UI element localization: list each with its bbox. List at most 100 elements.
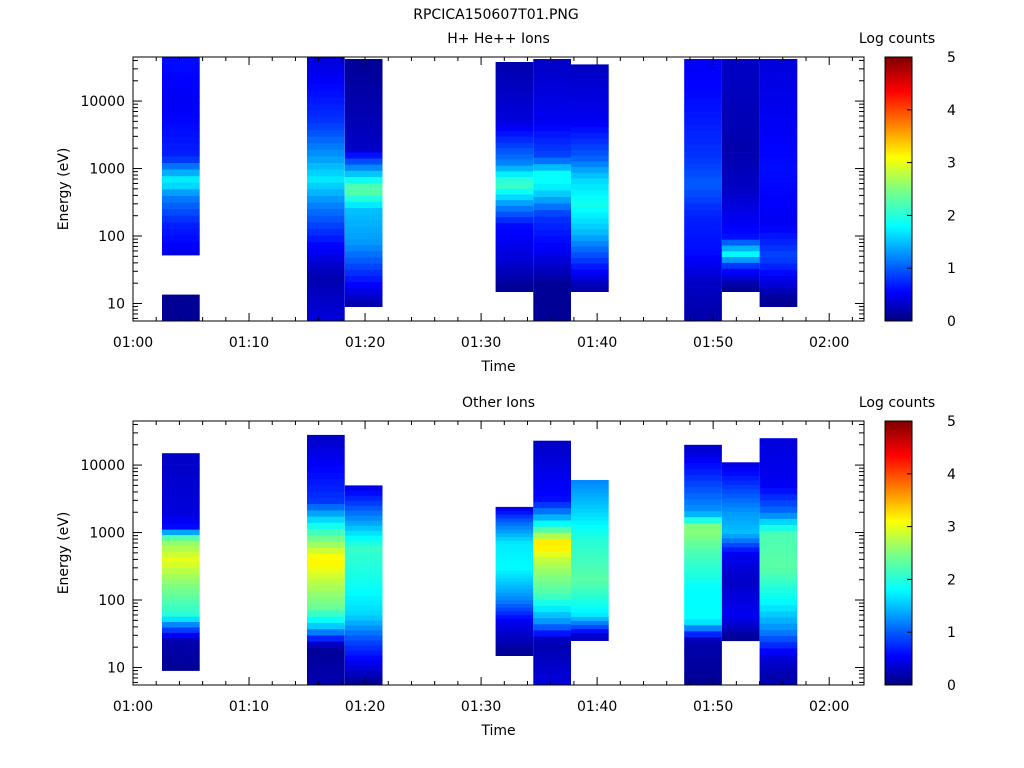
- spectrogram-cell: [495, 510, 534, 515]
- spectrogram-cell: [684, 131, 722, 138]
- x-tick-label: 01:00: [113, 335, 153, 351]
- spectrogram-cell: [759, 263, 798, 270]
- spectrogram-cell: [344, 575, 383, 581]
- spectrogram-cell: [162, 96, 200, 104]
- spectrogram-cell: [344, 500, 383, 506]
- spectrogram-cell: [495, 188, 534, 195]
- spectrogram-cell: [344, 207, 383, 215]
- spectrogram-cell: [344, 665, 383, 671]
- spectrogram-cell: [495, 577, 534, 582]
- spectrogram-cell: [721, 262, 760, 269]
- spectrogram-cell: [759, 232, 798, 239]
- spectrogram-cell: [684, 534, 722, 542]
- spectrogram-cell: [721, 123, 760, 130]
- spectrogram-cell: [533, 587, 571, 594]
- spectrogram-cell: [684, 630, 722, 638]
- spectrogram-cell: [495, 514, 534, 519]
- spectrogram-cell: [162, 485, 200, 492]
- spectrogram-cell: [571, 484, 609, 489]
- spectrogram-cell: [162, 480, 200, 487]
- spectrogram-cell: [307, 268, 345, 276]
- colorbar-tick-label: 1: [947, 625, 956, 641]
- spectrogram-cell: [533, 520, 571, 527]
- spectrogram-cell: [721, 578, 760, 584]
- spectrogram-cell: [759, 83, 798, 91]
- spectrogram-cell: [721, 169, 760, 176]
- spectrogram-cell: [344, 288, 383, 295]
- spectrogram-cell: [721, 111, 760, 118]
- spectrogram-cell: [495, 540, 534, 545]
- spectrogram-cell: [721, 466, 760, 472]
- x-tick-label: 02:00: [809, 335, 849, 351]
- spectrogram-cell: [533, 268, 571, 276]
- spectrogram-cell: [721, 285, 760, 292]
- spectrogram-cell: [344, 580, 383, 586]
- spectrogram-cell: [759, 475, 798, 482]
- spectrogram-cell: [759, 462, 798, 470]
- spectrogram-cell: [495, 222, 534, 229]
- spectrogram-cell: [533, 489, 571, 496]
- spectrogram-cell: [162, 545, 200, 552]
- spectrogram-cell: [307, 228, 345, 236]
- spectrogram-cell: [721, 520, 760, 526]
- spectrogram-cell: [495, 611, 534, 616]
- spectrogram-cell: [533, 562, 571, 570]
- spectrogram-cell: [721, 105, 760, 112]
- spectrogram-cell: [759, 281, 798, 289]
- spectrogram-cell: [344, 570, 383, 576]
- spectrogram-cell: [495, 165, 534, 172]
- spectrogram-cell: [344, 263, 383, 270]
- spectrogram-cell: [571, 560, 609, 565]
- spectrogram-cell: [533, 196, 571, 204]
- spectrogram-cell: [533, 556, 571, 564]
- spectrogram-cell: [759, 127, 798, 134]
- spectrogram-cell: [162, 474, 200, 481]
- spectrogram-cell: [495, 268, 534, 275]
- spectrogram-cell: [571, 572, 609, 577]
- spectrogram-cell: [571, 544, 609, 549]
- spectrogram-cell: [684, 72, 722, 79]
- spectrogram-cell: [495, 637, 534, 642]
- colorbar-label: Log counts: [859, 395, 935, 411]
- spectrogram-cell: [759, 244, 798, 252]
- spectrogram-cell: [495, 257, 534, 264]
- spectrogram-cell: [571, 580, 609, 585]
- spectrogram-cell: [571, 138, 609, 145]
- spectrogram-cell: [571, 556, 609, 561]
- spectrogram-cell: [684, 144, 722, 152]
- spectrogram-cell: [162, 453, 200, 459]
- spectrogram-cell: [495, 130, 534, 137]
- spectrogram-cell: [721, 192, 760, 199]
- spectrogram-cell: [307, 647, 345, 655]
- spectrogram-cell: [344, 189, 383, 196]
- spectrogram-cell: [571, 251, 609, 258]
- spectrogram-cell: [162, 90, 200, 97]
- spectrogram-cell: [721, 146, 760, 153]
- spectrogram-cell: [495, 607, 534, 612]
- spectrogram-cell: [721, 181, 760, 188]
- spectrogram-cell: [759, 77, 798, 85]
- spectrogram-cell: [684, 468, 722, 476]
- spectrogram-cell: [571, 280, 609, 287]
- spectrogram-cell: [684, 462, 722, 470]
- spectrogram-cell: [759, 182, 798, 190]
- spectrogram-cell: [344, 226, 383, 233]
- spectrogram-cell: [344, 680, 383, 686]
- spectrogram-cell: [533, 446, 571, 454]
- x-tick-label: 01:10: [229, 699, 269, 715]
- spectrogram-cell: [307, 610, 345, 617]
- spectrogram-cell: [533, 307, 571, 315]
- spectrogram-cell: [759, 604, 798, 612]
- spectrogram-cell: [344, 201, 383, 208]
- spectrogram-cell: [571, 520, 609, 525]
- colorbar-tick-label: 2: [947, 208, 956, 224]
- spectrogram-cell: [344, 585, 383, 591]
- spectrogram-cell: [571, 480, 609, 485]
- spectrogram-cell: [684, 59, 722, 66]
- spectrogram-cell: [344, 595, 383, 601]
- spectrogram-cell: [533, 78, 571, 86]
- spectrogram-cell: [162, 567, 200, 574]
- spectrogram-cell: [533, 636, 571, 643]
- spectrogram-cell: [721, 538, 760, 543]
- spectrogram-cell: [571, 624, 609, 629]
